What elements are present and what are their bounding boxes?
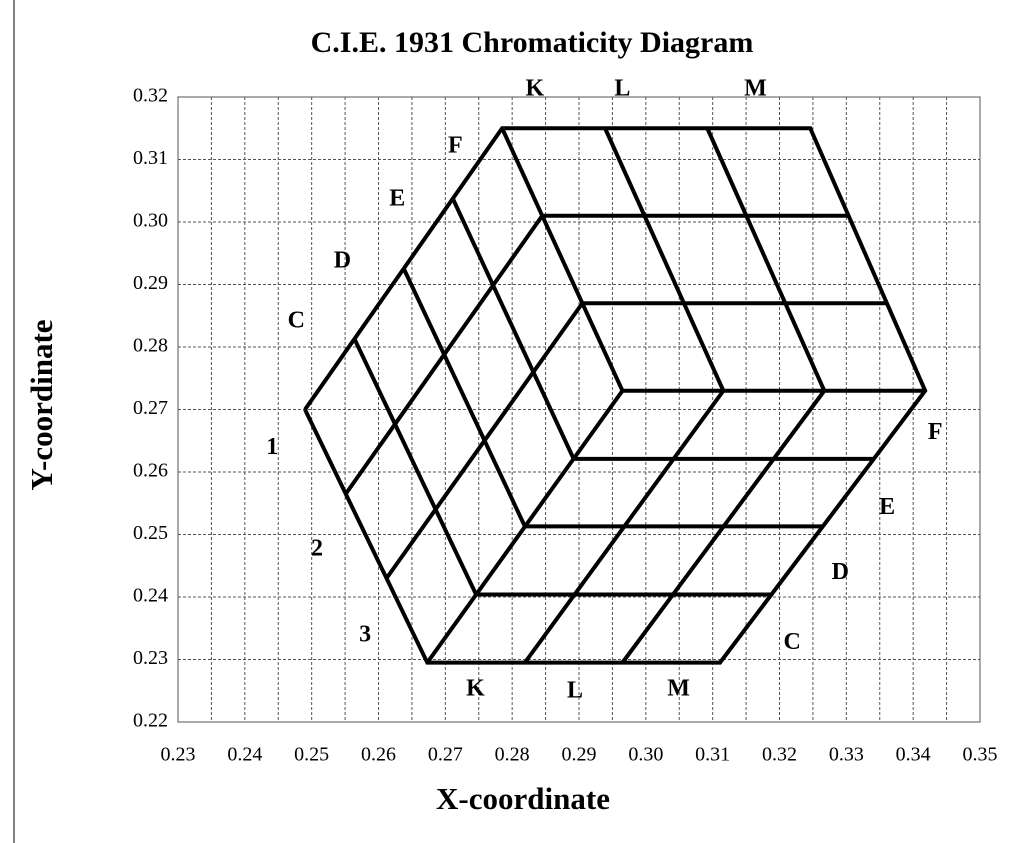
annotation: M [667,676,690,702]
x-tick-label: 0.24 [227,744,262,766]
x-axis-label: X-coordinate [436,781,610,816]
annotation: C [784,629,801,655]
x-tick-label: 0.23 [161,744,196,766]
y-tick-label: 0.32 [133,85,168,107]
annotation: K [526,76,545,102]
annotation: D [832,559,849,585]
x-tick-label: 0.27 [428,744,463,766]
y-tick-label: 0.24 [133,585,168,607]
annotation: L [567,678,583,704]
grid-segment [705,127,827,392]
y-tick-label: 0.28 [133,335,168,357]
x-tick-label: 0.29 [562,744,597,766]
annotation: D [334,248,351,274]
x-tick-label: 0.26 [361,744,396,766]
y-tick-label: 0.29 [133,272,168,294]
annotation: M [744,76,767,102]
annotation: 3 [359,621,371,647]
grid-segment [402,268,527,528]
annotation: L [614,76,630,102]
x-tick-label: 0.34 [896,744,931,766]
y-tick-label: 0.31 [133,147,168,169]
y-tick-label: 0.23 [133,647,168,669]
x-tick-label: 0.30 [628,744,663,766]
x-tick-label: 0.32 [762,744,797,766]
annotation: 2 [311,536,323,562]
grid-segment [603,127,726,392]
annotation: 1 [266,434,278,460]
y-axis-label: Y-coordinate [24,319,59,490]
y-tick-label: 0.26 [133,460,168,482]
annotation: K [466,676,485,702]
grid-segment [500,127,625,392]
x-tick-label: 0.25 [294,744,329,766]
grid-segment [352,338,478,596]
x-tick-label: 0.31 [695,744,730,766]
y-tick-label: 0.25 [133,522,168,544]
annotation: E [389,186,405,212]
annotation: F [928,419,943,445]
annotation: F [448,133,463,159]
y-tick-label: 0.30 [133,210,168,232]
annotation: C [288,308,305,334]
x-tick-label: 0.35 [963,744,998,766]
x-tick-label: 0.28 [495,744,530,766]
y-tick-label: 0.22 [133,710,168,732]
x-tick-label: 0.33 [829,744,864,766]
y-tick-label: 0.27 [133,397,168,419]
grid-segment [450,197,576,460]
annotation: E [879,494,895,520]
chart-title: C.I.E. 1931 Chromaticity Diagram [311,26,754,59]
